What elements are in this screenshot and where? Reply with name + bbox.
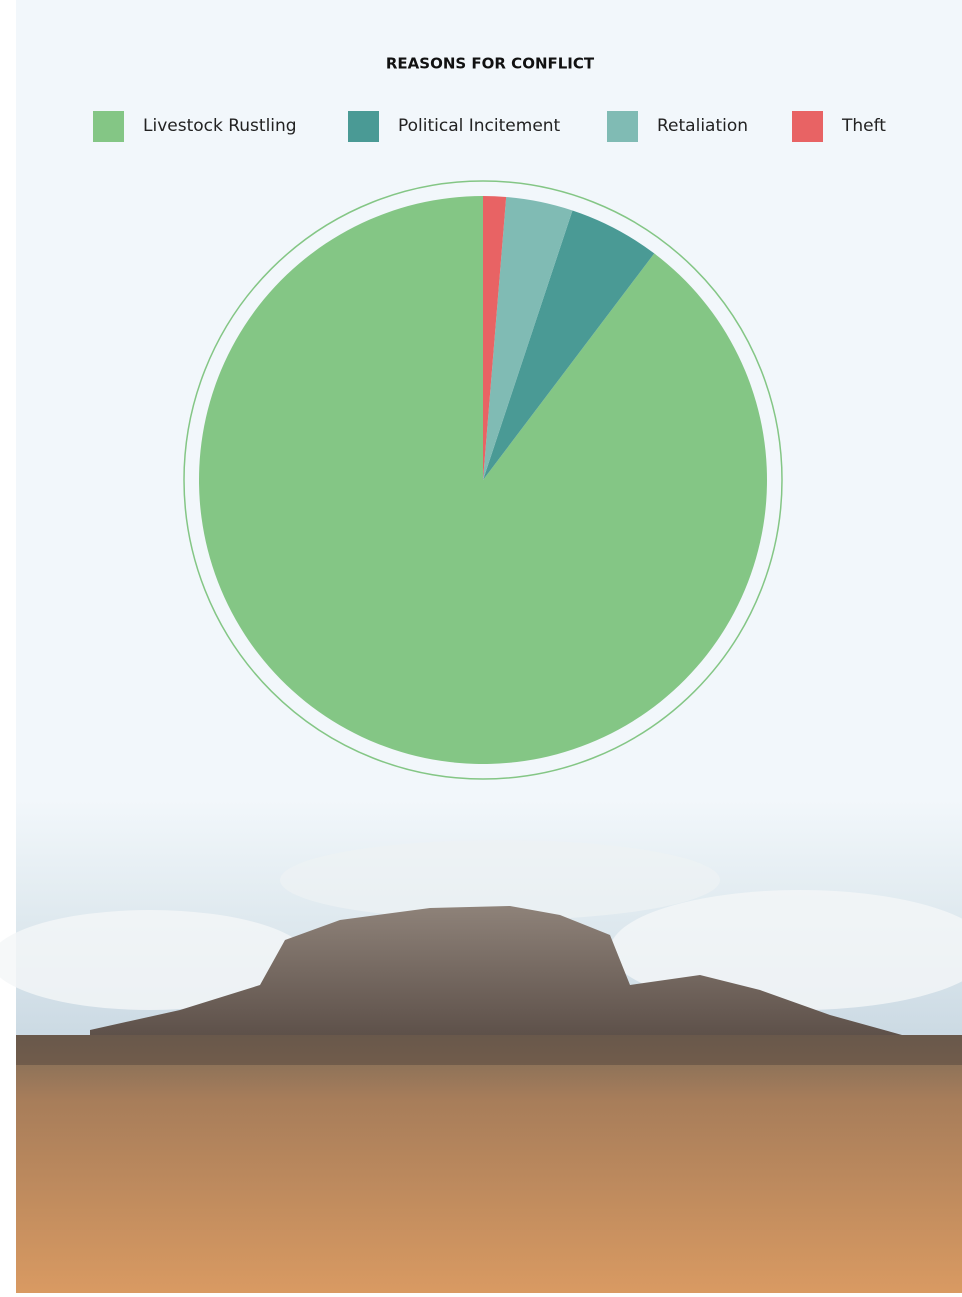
landscape-photo <box>0 800 962 1293</box>
legend-swatch <box>607 111 638 142</box>
legend-label: Retaliation <box>657 116 748 136</box>
legend-label: Political Incitement <box>398 116 561 136</box>
page: REASONS FOR CONFLICT Livestock Rustling P… <box>0 0 962 1293</box>
legend-label: Livestock Rustling <box>143 116 297 136</box>
legend-swatch <box>93 111 124 142</box>
chart-title: REASONS FOR CONFLICT <box>386 55 595 73</box>
pie-slice <box>199 196 767 764</box>
legend-label: Theft <box>841 116 886 136</box>
legend-swatch <box>792 111 823 142</box>
legend-swatch <box>348 111 379 142</box>
